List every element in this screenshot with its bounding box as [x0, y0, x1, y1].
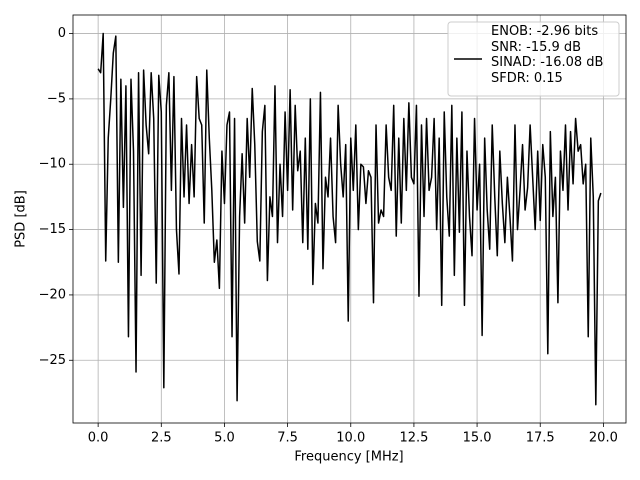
y-tick-label: −15	[39, 222, 66, 237]
x-tick-label: 12.5	[399, 431, 428, 446]
x-tick-label: 10.0	[336, 431, 365, 446]
y-tick-label: −25	[39, 353, 66, 368]
plot-area	[97, 32, 602, 406]
x-tick-label: 17.5	[526, 431, 555, 446]
axes-frame	[72, 14, 627, 424]
x-tick-label: 2.5	[151, 431, 172, 446]
y-tick-label: −5	[47, 91, 66, 106]
x-axis-label: Frequency [MHz]	[294, 450, 403, 465]
x-tick-label: 5.0	[214, 431, 235, 446]
legend-box	[447, 21, 620, 97]
y-tick-label: −10	[39, 157, 66, 172]
y-tick-label: −20	[39, 287, 66, 302]
x-tick-label: 20.0	[589, 431, 618, 446]
legend-label: ENOB: -2.96 bits SNR: -15.9 dB SINAD: -1…	[491, 24, 604, 86]
y-tick-label: 0	[58, 26, 66, 41]
data-line	[97, 32, 602, 406]
x-tick-label: 15.0	[463, 431, 492, 446]
x-tick-label: 0.0	[88, 431, 109, 446]
y-axis-label: PSD [dB]	[14, 190, 29, 248]
x-tick-label: 7.5	[277, 431, 298, 446]
